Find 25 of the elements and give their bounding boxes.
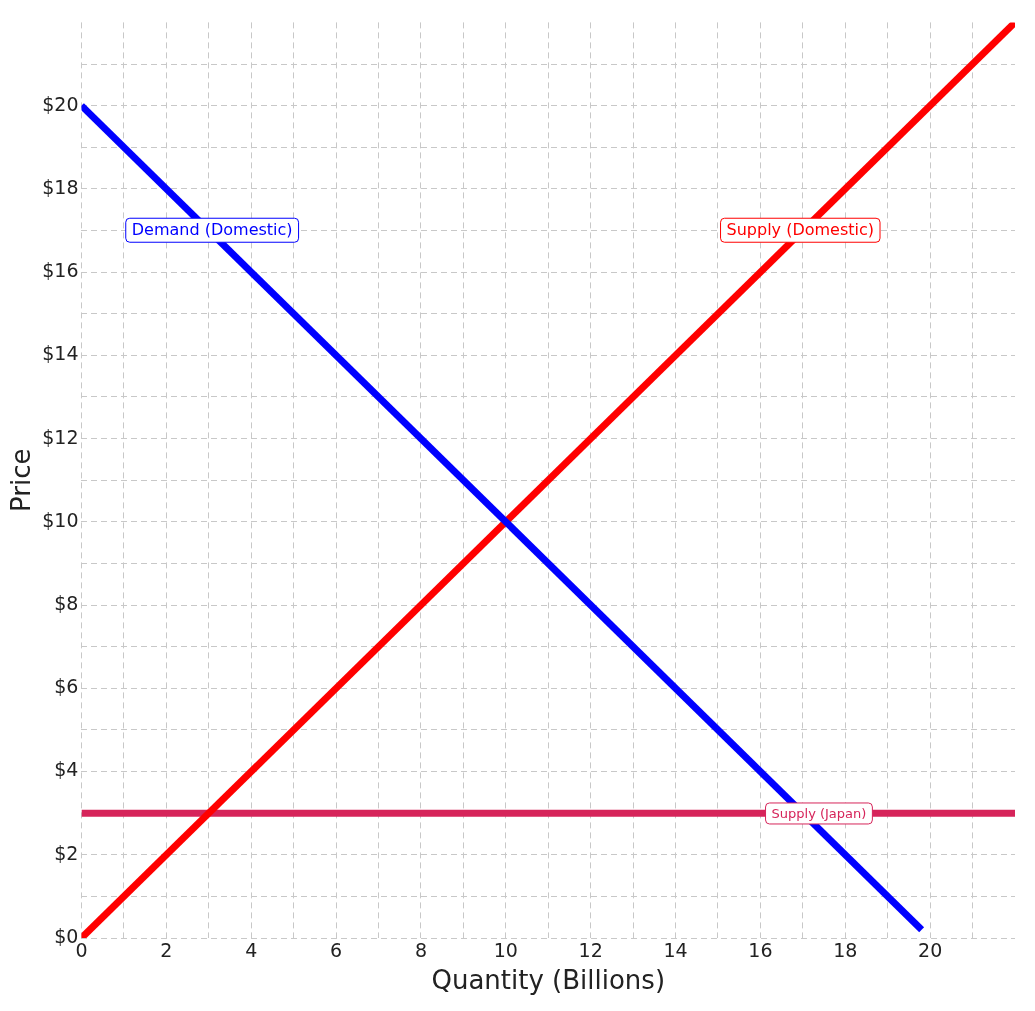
series-label: Supply (Japan) [771,805,867,821]
y-tick-label: $12 [42,425,79,448]
series-label: Supply (Domestic) [726,220,875,240]
x-tick-label: 12 [578,939,603,962]
y-tick-label: $10 [42,508,79,531]
x-tick-label: 2 [160,939,173,962]
x-tick-label: 8 [414,939,427,962]
y-tick-label: $14 [42,342,79,365]
x-tick-label: 20 [918,939,943,962]
y-tick-label: $8 [54,591,79,614]
y-tick-label: $18 [42,175,79,198]
x-tick-label: 18 [833,939,858,962]
y-tick-label: $4 [54,758,79,781]
series-label: Demand (Domestic) [131,220,293,240]
y-tick-label: $16 [42,259,79,282]
y-tick-label: $6 [54,675,79,698]
y-tick-label: $2 [54,841,79,864]
y-tick-label: $20 [42,92,79,115]
x-tick-label: 4 [245,939,258,962]
x-tick-label: 6 [330,939,343,962]
x-tick-label: 10 [493,939,518,962]
y-axis-title: Price [6,448,37,512]
x-tick-label: 16 [748,939,773,962]
x-tick-label: 14 [663,939,688,962]
x-axis-title: Quantity (Billions) [431,965,666,996]
